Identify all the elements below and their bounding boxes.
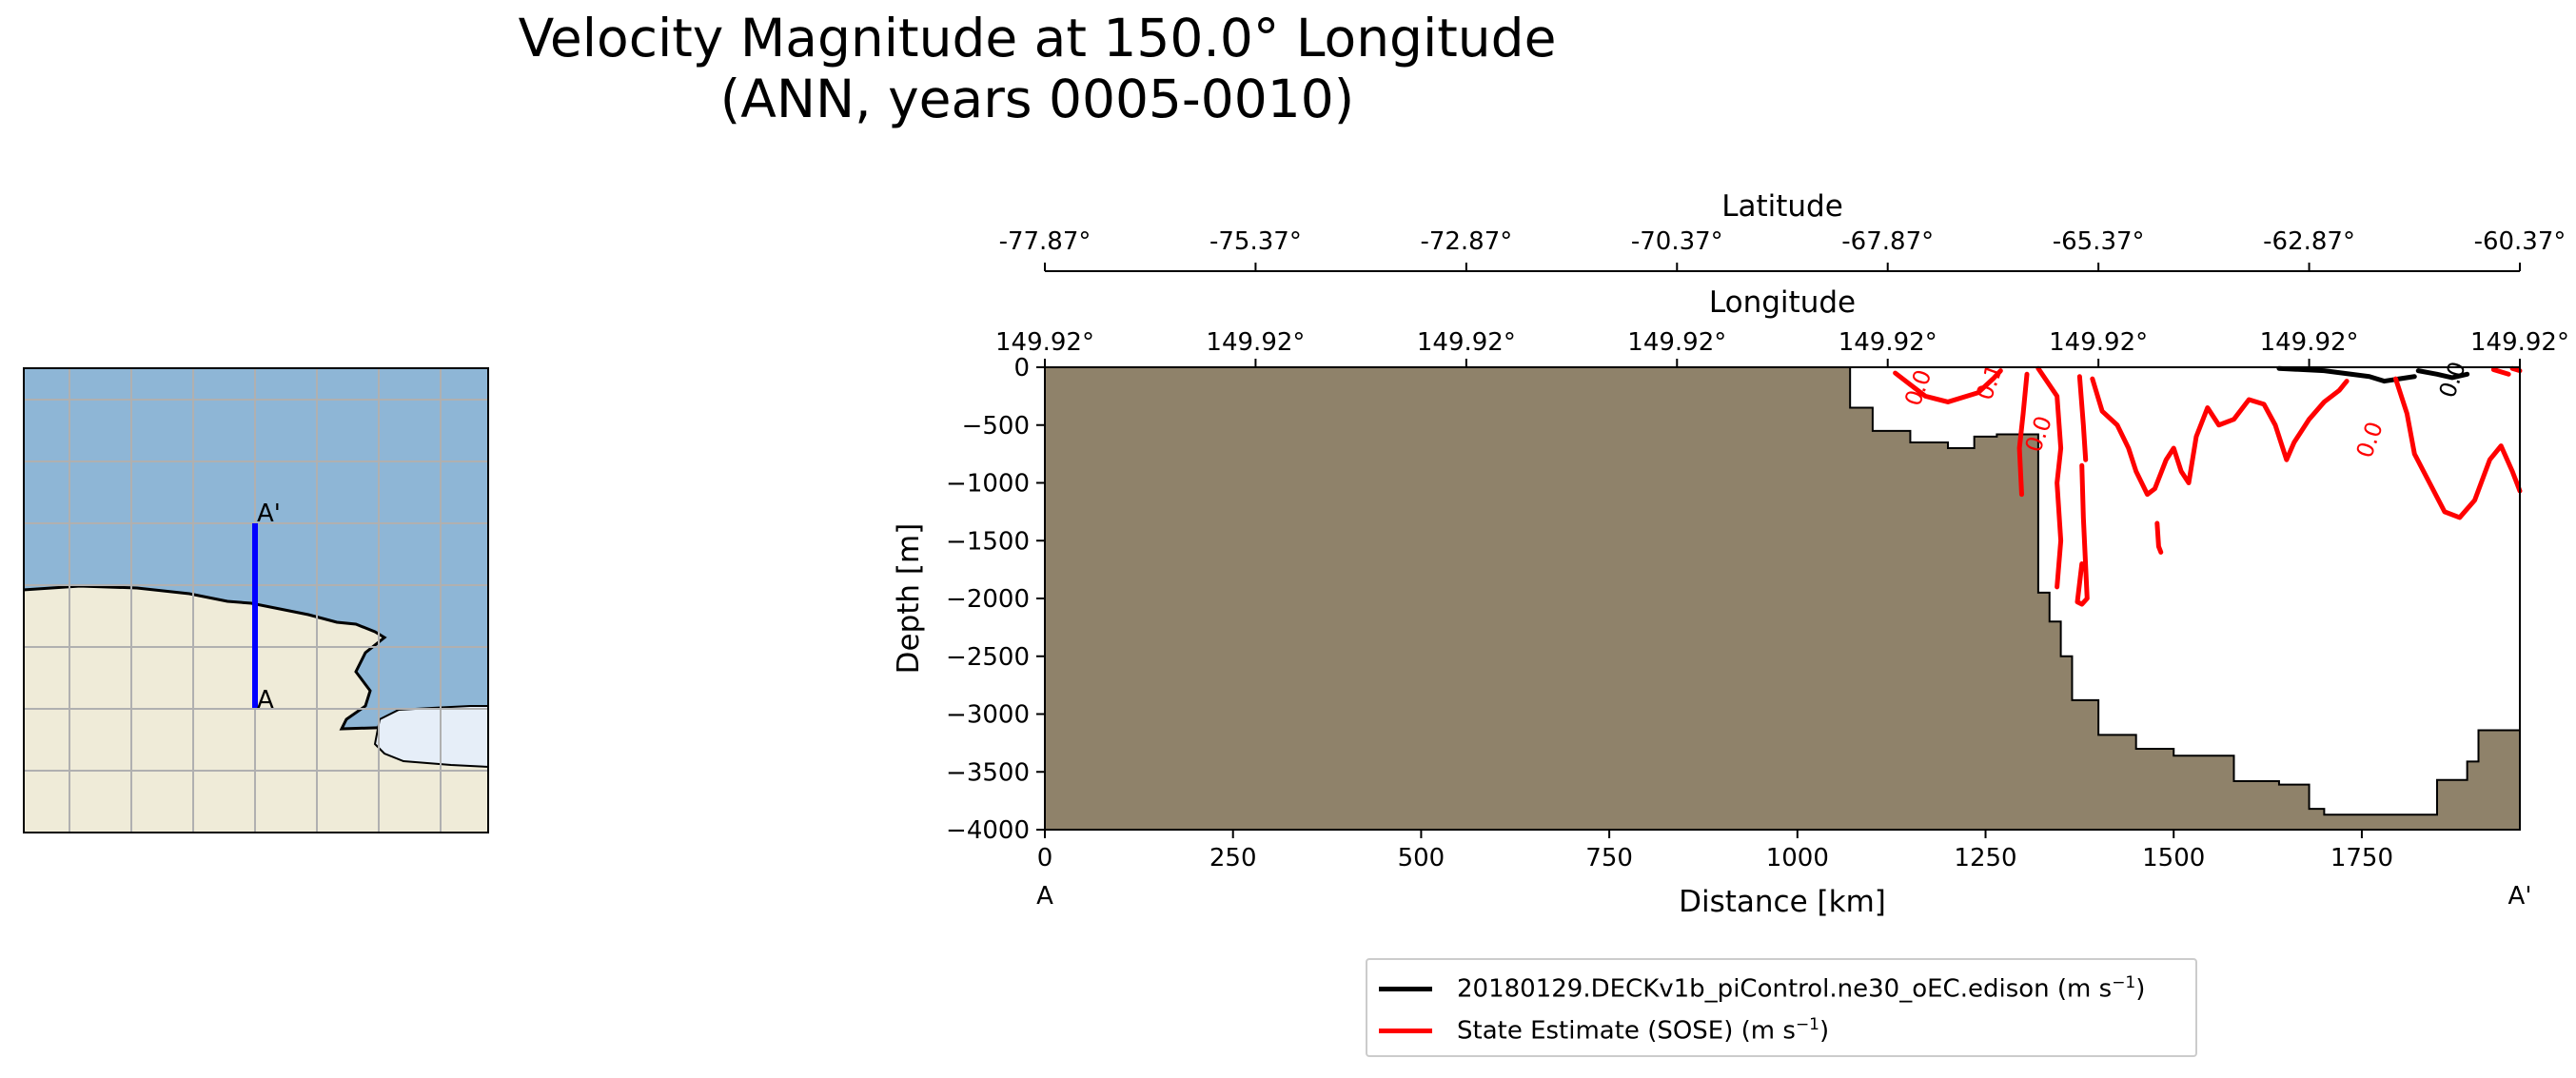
title-line-1: Velocity Magnitude at 150.0° Longitude <box>518 8 1557 69</box>
series-0-contour-0 <box>2276 365 2417 384</box>
x-tick-label: 750 <box>1585 844 1633 872</box>
x-endpoint-start: A <box>1036 882 1053 911</box>
seafloor-bathymetry <box>1044 366 2521 831</box>
series-1-contour-7 <box>2393 376 2523 520</box>
longitude-axis-label: Longitude <box>1709 285 1856 320</box>
latitude-tick-label: -60.37° <box>2474 227 2566 256</box>
series-1-contour-3 <box>2076 374 2089 462</box>
legend: 20180129.DECKv1b_piControl.ne30_oEC.edis… <box>1366 958 2197 1057</box>
latitude-axis-label: Latitude <box>1721 189 1843 224</box>
transect-start-label: A <box>257 686 274 715</box>
location-map: A' A <box>23 367 489 833</box>
series-1-contour-2 <box>2035 365 2064 590</box>
x-tick-label: 1250 <box>1954 844 2016 872</box>
legend-item-model: 20180129.DECKv1b_piControl.ne30_oEC.edis… <box>1379 970 2145 1008</box>
series-1-contour-9 <box>2509 365 2523 374</box>
x-tick-label: 250 <box>1209 844 1257 872</box>
y-tick-label: −2000 <box>946 585 1030 614</box>
map-grid <box>23 367 489 833</box>
legend-item-obs: State Estimate (SOSE) (m s−1) <box>1379 1011 1829 1049</box>
transect-chart: 0.00.00.10.00.0 0−500−1000−1500−2000−250… <box>892 189 2569 919</box>
latitude-tick-label: -62.87° <box>2263 227 2355 256</box>
y-tick-label: −3000 <box>946 701 1030 730</box>
x-tick-label: 1750 <box>2330 844 2393 872</box>
series-1-contour-6 <box>2154 520 2164 555</box>
y-axis-label: Depth [m] <box>892 523 926 675</box>
y-tick-label: −3500 <box>946 758 1030 787</box>
y-tick-label: −4000 <box>946 816 1030 845</box>
contour-label-0: 0.0 <box>1899 366 1937 409</box>
latitude-tick-label: -70.37° <box>1631 227 1723 256</box>
plot-area: 0.00.00.10.00.0 <box>1044 358 2523 831</box>
y-axis: 0 −500 −1000 −1500 −2000 −2500 −3000 −3500 −4000 <box>946 354 1045 845</box>
x-tick-label: 0 <box>1037 844 1053 872</box>
series-1-contour-4 <box>2075 462 2090 607</box>
contour-series <box>1893 365 2523 607</box>
x-tick-label: 1000 <box>1766 844 1829 872</box>
y-tick-label: 0 <box>1013 354 1030 382</box>
title-line-2: (ANN, years 0005-0010) <box>719 69 1355 129</box>
y-tick-label: −1000 <box>946 470 1030 499</box>
map-frame <box>23 367 489 833</box>
legend-label-model: 20180129.DECKv1b_piControl.ne30_oEC.edis… <box>1457 973 2146 1004</box>
longitude-tick-label: 149.92° <box>1206 328 1305 357</box>
legend-swatch-obs <box>1379 1028 1432 1033</box>
y-tick-label: −2500 <box>946 643 1030 672</box>
contour-label-3: 0.0 <box>2351 419 2389 461</box>
x-axis-label: Distance [km] <box>1679 885 1886 919</box>
x-tick-label: 500 <box>1398 844 1445 872</box>
x-endpoint-end: A' <box>2508 882 2532 911</box>
series-1-contour-1 <box>2016 371 2030 498</box>
longitude-tick-label: 149.92° <box>1839 328 1937 357</box>
legend-swatch-model <box>1379 986 1432 991</box>
x-tick-label: 1500 <box>2142 844 2205 872</box>
series-0-contour-1 <box>2415 368 2470 381</box>
latitude-tick-label: -77.87° <box>999 227 1091 256</box>
contour-label-4: 0.0 <box>2434 358 2471 401</box>
latitude-tick-label: -75.37° <box>1209 227 1302 256</box>
longitude-tick-label: 149.92° <box>995 328 1094 357</box>
longitude-tick-label: 149.92° <box>2470 328 2569 357</box>
chart-title: Velocity Magnitude at 150.0° Longitude (… <box>190 8 1884 129</box>
latitude-axis: -77.87° -75.37° -72.87° -70.37° -67.87° -65.3… <box>999 227 2566 271</box>
legend-label-obs: State Estimate (SOSE) (m s−1) <box>1457 1015 1830 1046</box>
longitude-tick-label: 149.92° <box>2260 328 2359 357</box>
x-axis: 0 250 500 750 1000 1250 1500 1750 <box>1037 830 2393 872</box>
contour-label-1: 0.0 <box>2020 412 2057 455</box>
longitude-axis: 149.92° 149.92° 149.92° 149.92° 149.92° 149.9… <box>995 328 2569 367</box>
series-1-contour-8 <box>2490 366 2511 377</box>
latitude-tick-label: -72.87° <box>1420 227 1512 256</box>
series-1-contour-5 <box>2090 376 2350 498</box>
transect-end-label: A' <box>257 500 281 528</box>
latitude-tick-label: -65.37° <box>2053 227 2145 256</box>
series-1-contour-0 <box>1893 368 2003 404</box>
latitude-tick-label: -67.87° <box>1841 227 1934 256</box>
longitude-tick-label: 149.92° <box>1627 328 1726 357</box>
longitude-tick-label: 149.92° <box>1417 328 1516 357</box>
longitude-tick-label: 149.92° <box>2049 328 2148 357</box>
y-tick-label: −500 <box>962 412 1030 441</box>
y-tick-label: −1500 <box>946 527 1030 556</box>
